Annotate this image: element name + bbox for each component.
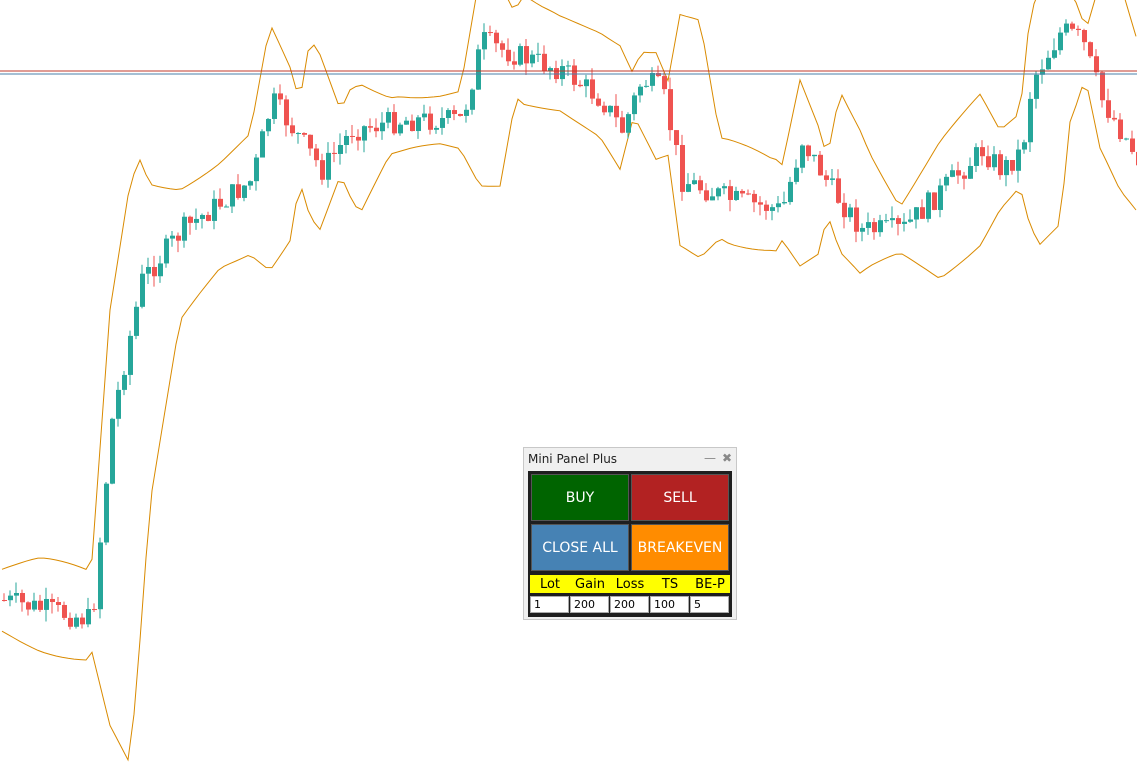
field-input[interactable]: 200	[570, 596, 609, 613]
field-label: Loss	[610, 575, 650, 593]
mini-panel: Mini Panel Plus — ✖ BUY SELL CLOSE ALL B…	[523, 447, 737, 620]
buy-button[interactable]: BUY	[531, 474, 629, 521]
lower-band	[1, 86, 1137, 762]
field-label: Lot	[530, 575, 570, 593]
field-label: TS	[650, 575, 690, 593]
field-label: Gain	[570, 575, 610, 593]
field-input[interactable]: 100	[650, 596, 689, 613]
close-all-button[interactable]: CLOSE ALL	[531, 524, 629, 571]
field-input[interactable]: 200	[610, 596, 649, 613]
panel-body: BUY SELL CLOSE ALL BREAKEVEN Lot 1 Gain 200…	[528, 471, 732, 617]
close-button[interactable]: ✖	[722, 451, 733, 465]
field-input[interactable]: 1	[530, 596, 569, 613]
minimize-button[interactable]: —	[704, 451, 716, 465]
sell-button[interactable]: SELL	[631, 474, 729, 521]
field-input[interactable]: 5	[690, 596, 729, 613]
upper-band	[1, 0, 1137, 571]
breakeven-button[interactable]: BREAKEVEN	[631, 524, 729, 571]
panel-title: Mini Panel Plus	[528, 452, 618, 466]
field-label: BE-P	[690, 575, 730, 593]
